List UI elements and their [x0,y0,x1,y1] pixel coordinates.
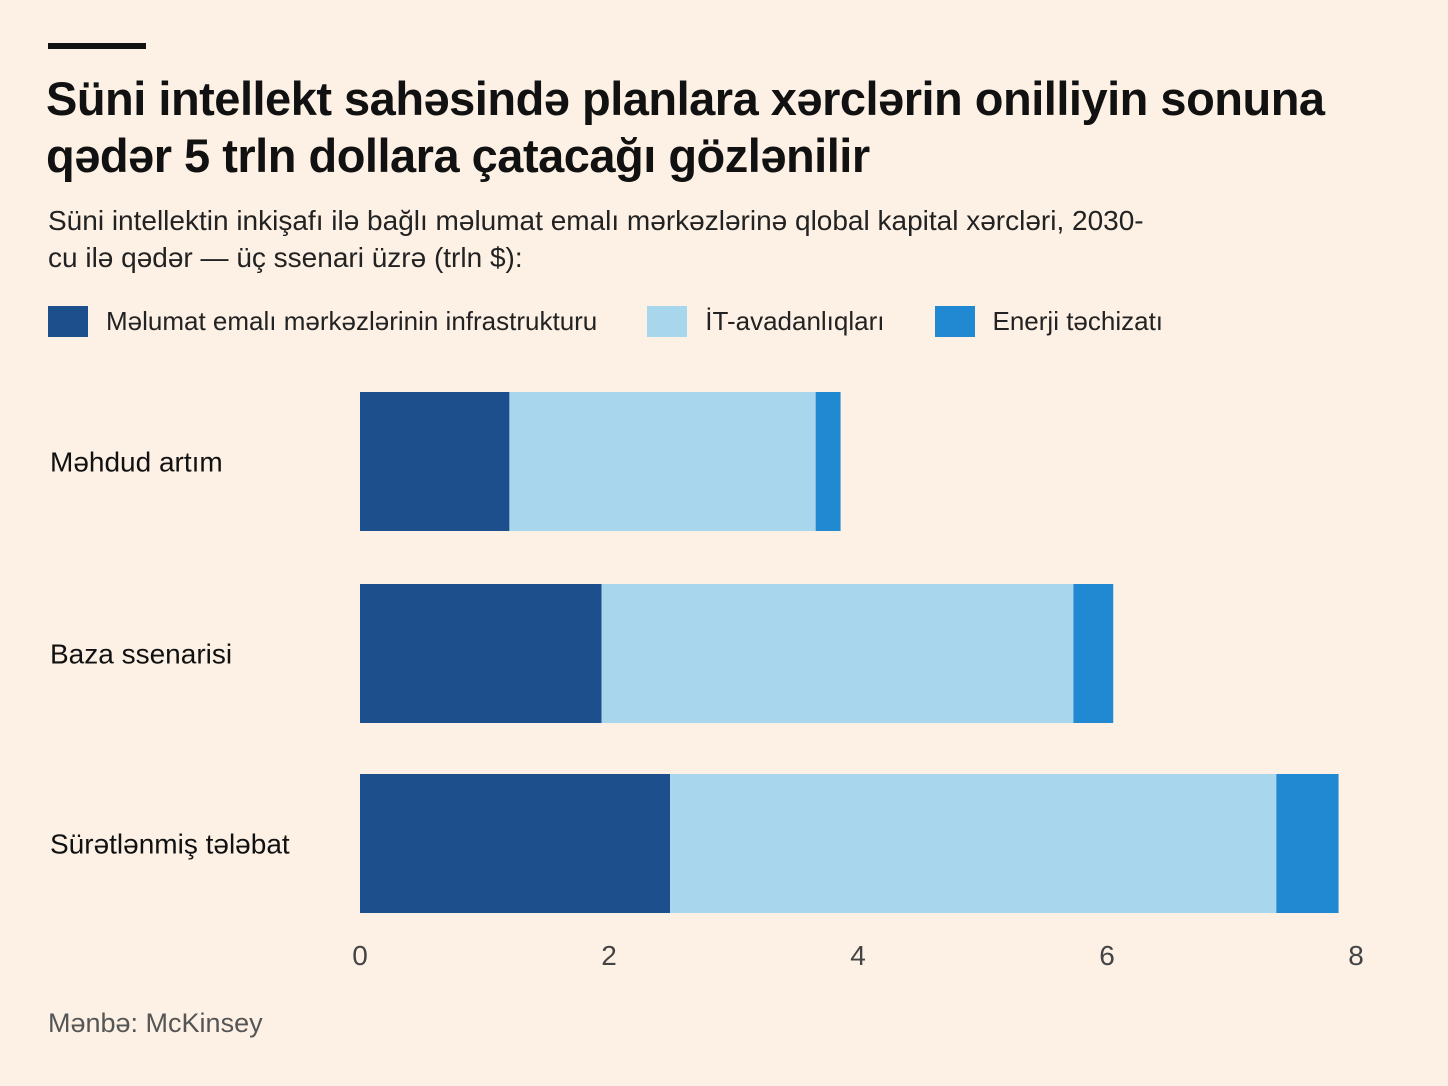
legend-label: Enerji təchizatı [992,306,1164,336]
legend-label: Məlumat emalı mərkəzlərinin infrastruktu… [106,306,598,336]
x-tick-label: 2 [601,940,617,971]
x-tick-label: 6 [1099,940,1115,971]
bar-segment [360,584,602,723]
legend-swatch [934,306,975,337]
x-tick-label: 8 [1348,940,1364,971]
bar-segment [1276,774,1339,913]
legend: Məlumat emalı mərkəzlərinin infrastruktu… [48,306,1213,337]
source-note: Mənbə: McKinsey [48,1008,263,1038]
bar-segment [1073,584,1114,723]
chart-title: Süni intellekt sahəsində planlara xərclə… [46,72,1325,182]
bar-segment [360,774,671,913]
legend-item: İT-avadanlıqları [647,306,885,337]
bar-segment [360,392,510,531]
legend-item: Enerji təchizatı [934,306,1164,337]
category-label: Baza ssenarisi [50,639,232,670]
chart-subtitle: Süni intellektin inkişafı ilə bağlı məlu… [48,205,1144,273]
legend-swatch [647,306,688,337]
x-tick-label: 0 [352,940,368,971]
bar-segment [601,584,1074,723]
category-label: Sürətlənmiş tələbat [50,829,290,860]
bar-segment [815,392,841,531]
legend-item: Məlumat emalı mərkəzlərinin infrastruktu… [48,306,597,337]
x-tick-label: 4 [850,940,866,971]
legend-swatch [48,306,88,337]
title-rule [48,43,146,49]
bar-segment [670,774,1277,913]
bar-segment [509,392,816,531]
legend-label: İT-avadanlıqları [705,306,885,336]
category-label: Məhdud artım [50,447,223,478]
